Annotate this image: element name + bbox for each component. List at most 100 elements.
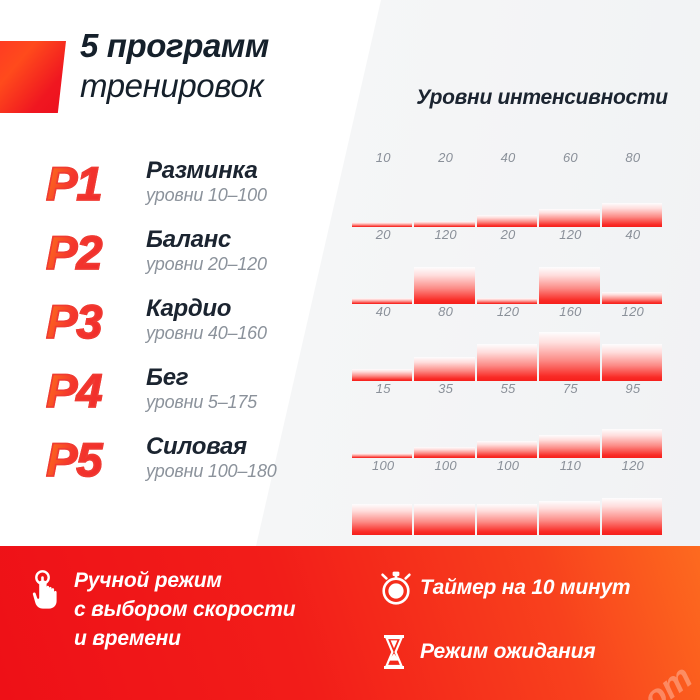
bar: [539, 435, 600, 458]
bar-value-label: 10: [375, 150, 391, 165]
bar-cell: [476, 326, 539, 381]
bar-value-label: 20: [500, 227, 516, 242]
bar: [414, 357, 475, 381]
chart-row-bars: [352, 326, 664, 381]
chart-row: 15 35 55 75 95: [352, 381, 664, 458]
program-text: Бег уровни 5–175: [146, 365, 257, 413]
bar-cell: [352, 249, 414, 304]
program-levels: уровни 10–100: [146, 185, 267, 205]
bar: [414, 267, 475, 304]
list-item[interactable]: P4 Бег уровни 5–175: [45, 363, 346, 436]
chart-row-bars: [352, 403, 664, 458]
bar-value-label: 120: [621, 458, 644, 473]
banner-right-group: Таймер на 10 минут Режим ожидания: [380, 564, 680, 692]
bar-cell: [539, 326, 601, 381]
program-code: P4: [45, 363, 103, 418]
chart-row: 40 80 120 160 120: [352, 304, 664, 381]
bar-cell: [414, 172, 476, 227]
timer-label: Таймер на 10 минут: [420, 576, 631, 599]
list-item[interactable]: P5 Силовая уровни 100–180: [45, 432, 346, 505]
bar: [352, 298, 413, 304]
chart-row-bars: [352, 480, 664, 535]
chart-row-value-labels: 40 80 120 160 120: [352, 304, 664, 324]
bar: [476, 504, 538, 535]
hourglass-icon: [380, 634, 420, 670]
bar-cell: [414, 326, 476, 381]
program-text: Разминка уровни 10–100: [146, 158, 267, 206]
bar-value-label: 55: [500, 381, 516, 396]
bar-value-label: 95: [625, 381, 641, 396]
bar: [352, 222, 413, 227]
bar-cell: [601, 172, 664, 227]
bar-cell: [601, 326, 664, 381]
manual-mode-feature: Ручной режим с выбором скорости и времен…: [30, 566, 360, 653]
bar: [539, 267, 600, 304]
program-levels: уровни 20–120: [146, 254, 267, 274]
bar-value-label: 35: [438, 381, 454, 396]
program-code: P2: [45, 225, 103, 280]
bar: [476, 215, 538, 227]
bar-cell: [539, 249, 601, 304]
chart-row-value-labels: 100 100 100 110 120: [352, 458, 664, 478]
program-name: Разминка: [146, 157, 258, 184]
bar: [601, 429, 663, 458]
bar-cell: [601, 249, 664, 304]
program-levels: уровни 40–160: [146, 323, 267, 343]
hand-tap-icon: [30, 566, 74, 653]
manual-mode-line-1: Ручной режим: [74, 569, 222, 592]
page-title-line-1: 5 программ: [80, 27, 269, 64]
list-item[interactable]: P2 Баланс уровни 20–120: [45, 225, 346, 298]
bar: [601, 498, 663, 535]
list-item[interactable]: P3 Кардио уровни 40–160: [45, 294, 346, 367]
bar-value-label: 100: [496, 458, 520, 473]
feature-banner: Ручной режим с выбором скорости и времен…: [0, 546, 700, 700]
chart-row-value-labels: 15 35 55 75 95: [352, 381, 664, 401]
bar: [476, 441, 538, 458]
bar-cell: [414, 403, 476, 458]
bar: [601, 292, 663, 304]
bar-cell: [539, 172, 601, 227]
bar-cell: [352, 403, 414, 458]
bar-cell: [414, 480, 476, 535]
bar-cell: [476, 403, 539, 458]
program-name: Кардио: [146, 295, 232, 322]
chart-row-value-labels: 10 20 40 60 80: [352, 150, 664, 170]
bar-value-label: 60: [562, 150, 578, 165]
bar-cell: [352, 480, 414, 535]
bar: [352, 504, 413, 535]
program-levels: уровни 5–175: [146, 392, 257, 412]
program-name: Силовая: [146, 433, 247, 460]
bar: [539, 332, 600, 381]
bar: [352, 453, 413, 458]
program-code: P3: [45, 294, 103, 349]
program-levels: уровни 100–180: [146, 461, 277, 481]
bar-value-label: 80: [438, 304, 454, 319]
manual-mode-text: Ручной режим с выбором скорости и времен…: [74, 566, 296, 653]
chart-row: 20 120 20 120 40: [352, 227, 664, 304]
bar-value-label: 40: [375, 304, 391, 319]
bar: [476, 344, 538, 381]
page-title: 5 программ тренировок: [80, 26, 360, 106]
timer-feature: Таймер на 10 минут: [380, 564, 680, 612]
bar-cell: [476, 480, 539, 535]
standby-feature: Режим ожидания: [380, 628, 680, 676]
bar-cell: [539, 403, 601, 458]
list-item[interactable]: P1 Разминка уровни 10–100: [45, 156, 346, 229]
chart-title: Уровни интенсивности: [416, 86, 668, 109]
bar-value-label: 40: [500, 150, 516, 165]
bar: [414, 221, 475, 227]
red-parallelogram-icon: [0, 41, 66, 113]
standby-label: Режим ожидания: [420, 640, 596, 663]
chart-row-bars: [352, 172, 664, 227]
bar-value-label: 120: [496, 304, 520, 319]
bar-value-label: 110: [559, 458, 582, 473]
program-name: Бег: [146, 364, 189, 391]
bar-cell: [352, 326, 414, 381]
bar-value-label: 20: [375, 227, 391, 242]
chart-row-value-labels: 20 120 20 120 40: [352, 227, 664, 247]
bar: [476, 298, 538, 304]
bar: [539, 501, 600, 535]
bar-cell: [476, 172, 539, 227]
program-text: Силовая уровни 100–180: [146, 434, 277, 482]
